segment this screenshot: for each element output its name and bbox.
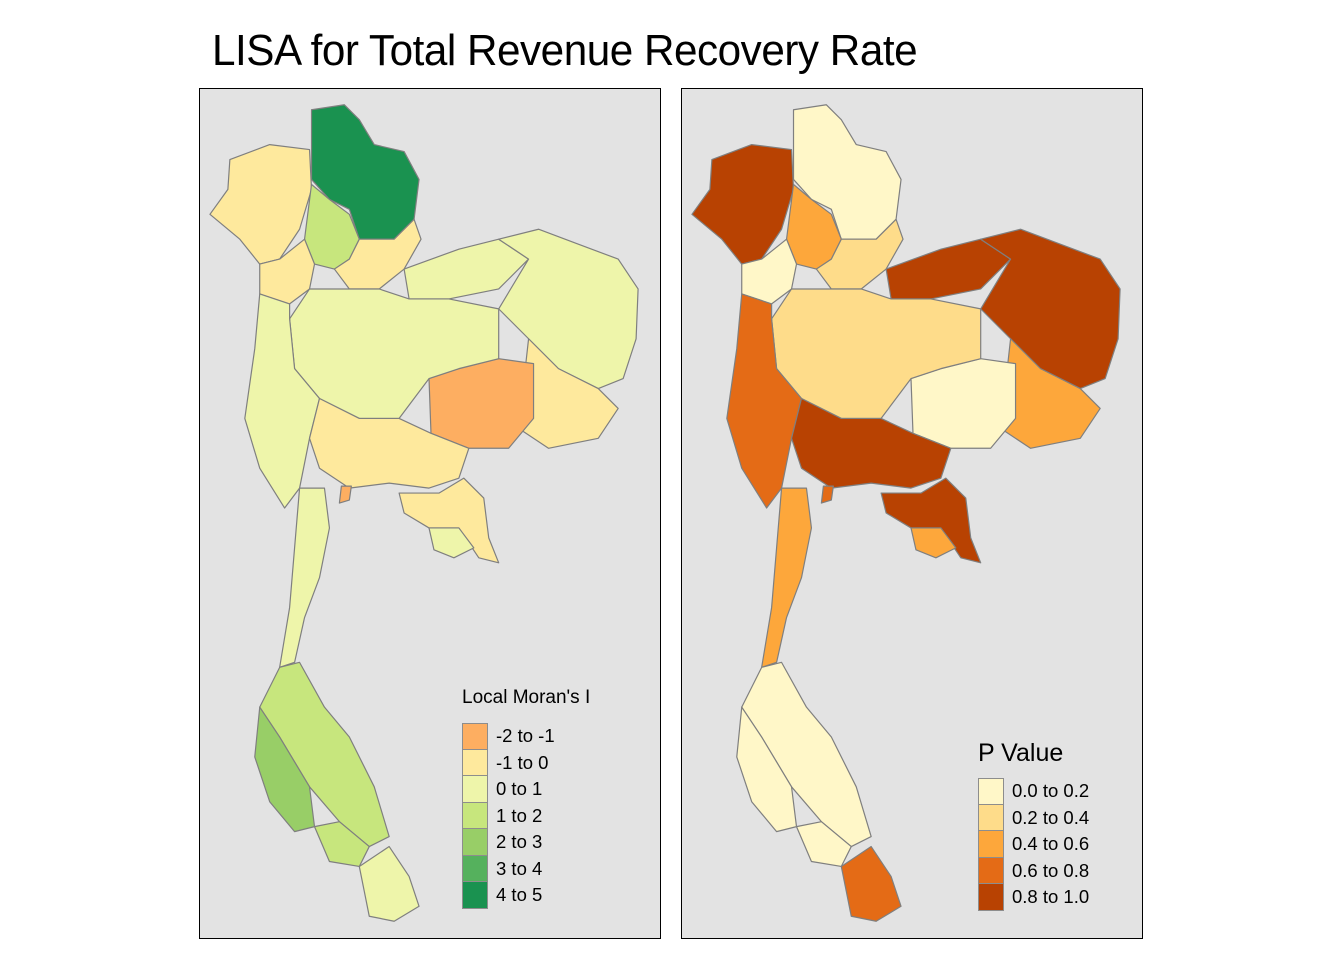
legend-title: Local Moran's I [462,687,591,708]
legend-item: -2 to -1 [462,723,590,750]
legend-item: 0.0 to 0.2 [978,778,1089,805]
legend-label: -2 to -1 [496,725,555,747]
legend-swatch [462,829,488,856]
region-peninsula-upper [761,487,813,668]
legend-title: P Value [978,739,1064,767]
region-west [726,293,803,509]
legend-item: 0 to 1 [462,776,590,803]
region-east-coast [880,477,982,564]
legend-swatch [978,804,1004,831]
p-value-map-panel: P Value 0.0 to 0.2 0.2 to 0.4 0.4 to 0.6 0.… [681,88,1143,939]
legend-label: 0.0 to 0.2 [1012,780,1090,802]
legend-item: -1 to 0 [462,749,590,776]
legend-item: 0.4 to 0.6 [978,831,1089,858]
legend-label: 0.2 to 0.4 [1012,806,1090,828]
legend-swatch [462,776,488,803]
region-bangkok-area [790,397,952,489]
region-peninsula-west [736,706,798,833]
region-small-coastal [820,485,834,504]
legend-label: 4 to 5 [496,884,543,906]
p-value-legend: P Value 0.0 to 0.2 0.2 to 0.4 0.4 to 0.6 0.… [978,739,1089,911]
legend-item: 0.6 to 0.8 [978,857,1090,884]
legend-item: 0.8 to 1.0 [978,884,1089,911]
p-value-map [691,104,1121,922]
legend-swatch [978,778,1004,805]
region-small-coastal [338,485,352,504]
legend-swatch [462,802,488,829]
legend-swatch [462,882,488,909]
region-north-east-strip [333,218,422,290]
plot-title: LISA for Total Revenue Recovery Rate [212,26,918,75]
legend-swatch [462,855,488,882]
region-northeast-south [518,338,619,449]
legend-label: 1 to 2 [496,804,543,826]
legend-label: -1 to 0 [496,751,549,773]
local-morans-i-map-panel: Local Moran's I -2 to -1 -1 to 0 0 to 1 1 t… [199,88,661,939]
legend-swatch [462,749,488,776]
legend-label: 3 to 4 [496,857,543,879]
region-west [244,293,321,509]
region-east-lower [428,527,475,559]
legend-item: 0.2 to 0.4 [978,804,1090,831]
legend-item: 4 to 5 [462,882,590,909]
legend-item: 1 to 2 [462,802,590,829]
legend-item: 3 to 4 [462,855,590,882]
legend-label: 0.8 to 1.0 [1012,886,1090,908]
legend-item: 2 to 3 [462,829,590,856]
region-peninsula-lower [313,821,370,868]
region-bangkok-area [308,397,470,489]
legend-label: 2 to 3 [496,831,543,853]
region-peninsula-west [254,706,316,833]
local-morans-i-legend: Local Moran's I -2 to -1 -1 to 0 0 to 1 1 t… [462,687,590,909]
local-morans-i-map [209,104,639,922]
legend-label: 0.4 to 0.6 [1012,833,1090,855]
region-east-coast [398,477,500,564]
region-deep-south [840,845,902,922]
region-north-east-strip [815,218,904,290]
region-east-lower [910,527,957,559]
region-northeast-south [1000,338,1101,449]
region-peninsula-upper [279,487,331,668]
legend-swatch [978,857,1004,884]
region-peninsula-lower [795,821,852,868]
region-deep-south [358,845,420,922]
legend-label: 0 to 1 [496,778,543,800]
legend-swatch [978,831,1004,858]
legend-swatch [978,884,1004,911]
legend-swatch [462,723,488,750]
legend-label: 0.6 to 0.8 [1012,859,1090,881]
